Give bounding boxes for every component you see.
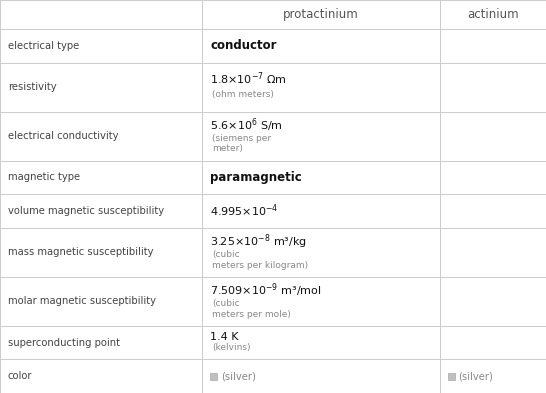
Text: (cubic: (cubic bbox=[212, 250, 240, 259]
Bar bbox=[202, 194, 440, 228]
Text: protactinium: protactinium bbox=[283, 8, 359, 21]
Bar bbox=[440, 62, 546, 112]
Bar bbox=[440, 277, 546, 326]
Text: superconducting point: superconducting point bbox=[8, 338, 120, 347]
Text: mass magnetic susceptibility: mass magnetic susceptibility bbox=[8, 247, 153, 257]
Text: $1.8{\times}10^{-7}$ Ωm: $1.8{\times}10^{-7}$ Ωm bbox=[210, 70, 287, 87]
Text: $5.6{\times}10^{6}$ S/m: $5.6{\times}10^{6}$ S/m bbox=[210, 116, 283, 134]
Bar bbox=[0, 277, 202, 326]
Text: volume magnetic susceptibility: volume magnetic susceptibility bbox=[8, 206, 164, 216]
Bar bbox=[440, 112, 546, 161]
Text: electrical conductivity: electrical conductivity bbox=[8, 131, 118, 141]
Bar bbox=[0, 228, 202, 277]
Text: (siemens per: (siemens per bbox=[212, 134, 271, 143]
Bar bbox=[0, 161, 202, 194]
Bar bbox=[0, 194, 202, 228]
Bar bbox=[202, 29, 440, 62]
Text: 1.4 K: 1.4 K bbox=[210, 332, 239, 342]
Bar bbox=[440, 228, 546, 277]
Text: conductor: conductor bbox=[210, 39, 276, 52]
Bar bbox=[448, 373, 454, 380]
Text: meter): meter) bbox=[212, 144, 243, 153]
Bar bbox=[202, 277, 440, 326]
Text: color: color bbox=[8, 371, 33, 381]
Text: meters per mole): meters per mole) bbox=[212, 310, 291, 319]
Text: paramagnetic: paramagnetic bbox=[210, 171, 302, 184]
Text: (ohm meters): (ohm meters) bbox=[212, 90, 274, 99]
Bar bbox=[440, 194, 546, 228]
Text: magnetic type: magnetic type bbox=[8, 173, 80, 182]
Bar bbox=[210, 373, 217, 380]
Text: $4.995{\times}10^{-4}$: $4.995{\times}10^{-4}$ bbox=[210, 203, 278, 219]
Bar bbox=[0, 62, 202, 112]
Text: meters per kilogram): meters per kilogram) bbox=[212, 261, 308, 270]
Text: $3.25{\times}10^{-8}$ m³/kg: $3.25{\times}10^{-8}$ m³/kg bbox=[210, 232, 307, 251]
Bar bbox=[202, 359, 440, 393]
Bar bbox=[440, 326, 546, 359]
Text: (silver): (silver) bbox=[459, 371, 494, 381]
Bar bbox=[202, 62, 440, 112]
Bar bbox=[0, 29, 202, 62]
Bar bbox=[0, 326, 202, 359]
Bar bbox=[202, 161, 440, 194]
Bar bbox=[0, 112, 202, 161]
Text: (kelvins): (kelvins) bbox=[212, 343, 251, 352]
Bar bbox=[202, 326, 440, 359]
Bar bbox=[202, 0, 440, 29]
Bar bbox=[440, 359, 546, 393]
Bar bbox=[202, 112, 440, 161]
Text: $7.509{\times}10^{-9}$ m³/mol: $7.509{\times}10^{-9}$ m³/mol bbox=[210, 282, 322, 299]
Bar bbox=[202, 228, 440, 277]
Bar bbox=[0, 359, 202, 393]
Bar bbox=[440, 29, 546, 62]
Text: actinium: actinium bbox=[467, 8, 519, 21]
Bar bbox=[440, 0, 546, 29]
Text: electrical type: electrical type bbox=[8, 41, 79, 51]
Bar bbox=[440, 161, 546, 194]
Bar bbox=[0, 0, 202, 29]
Text: (cubic: (cubic bbox=[212, 299, 240, 308]
Text: molar magnetic susceptibility: molar magnetic susceptibility bbox=[8, 296, 156, 306]
Text: (silver): (silver) bbox=[221, 371, 256, 381]
Text: resistivity: resistivity bbox=[8, 82, 57, 92]
